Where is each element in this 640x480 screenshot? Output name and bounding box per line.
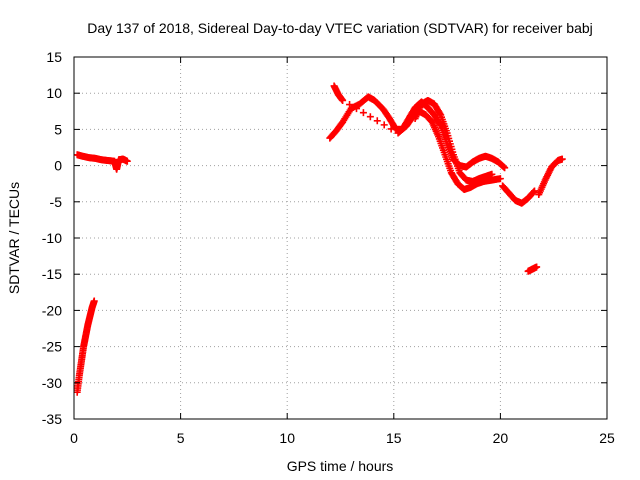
tick-labels: 0 5 10 15 20 25 -35 -30 -25 -20 -15 -10 -5 0 5 10 15 [42,49,615,446]
y-tick-label: 5 [54,121,62,137]
data-point [339,96,347,104]
data-point [558,155,566,163]
series-arc-5 [411,96,496,186]
chart-title: Day 137 of 2018, Sidereal Day-to-day VTE… [87,20,593,36]
data-point [380,121,388,129]
data-point [346,101,354,109]
y-tick-label: 0 [54,158,62,174]
x-axis-title: GPS time / hours [287,458,394,474]
axis-ticks [73,56,608,420]
series-arc-1 [73,297,98,396]
y-tick-label: -10 [42,230,62,246]
series-arc-4 [330,82,504,193]
x-tick-label: 20 [493,430,509,446]
plot-frame [73,56,608,420]
x-tick-label: 15 [386,430,402,446]
y-tick-label: -20 [42,302,62,318]
data-point [359,109,367,117]
data-point [373,117,381,125]
data-point [533,263,541,271]
x-tick-label: 25 [599,430,615,446]
data-point [496,175,504,183]
data-point [352,105,360,113]
data-point [501,164,509,172]
y-tick-label: -30 [42,375,62,391]
series-arc-7 [524,263,541,275]
y-axis-title: SDTVAR / TECUs [6,182,22,294]
data-point [488,170,496,178]
data-point [387,125,395,133]
y-tick-label: -15 [42,266,62,282]
data-point [90,297,98,305]
y-tick-label: -35 [42,411,62,427]
data-points [73,82,566,396]
data-point [123,157,131,165]
x-tick-label: 5 [177,430,185,446]
grid-lines [74,57,607,419]
y-tick-label: -5 [50,194,63,210]
data-point [366,113,374,121]
series-arc-2 [73,151,131,173]
series-arc-8 [535,155,566,199]
y-tick-label: 10 [46,85,62,101]
series-arc-6 [499,182,539,207]
y-tick-label: -25 [42,339,62,355]
x-tick-label: 10 [279,430,295,446]
y-tick-label: 15 [46,49,62,65]
x-tick-label: 0 [70,430,78,446]
series-arc-3 [326,93,509,172]
data-point [531,187,539,195]
